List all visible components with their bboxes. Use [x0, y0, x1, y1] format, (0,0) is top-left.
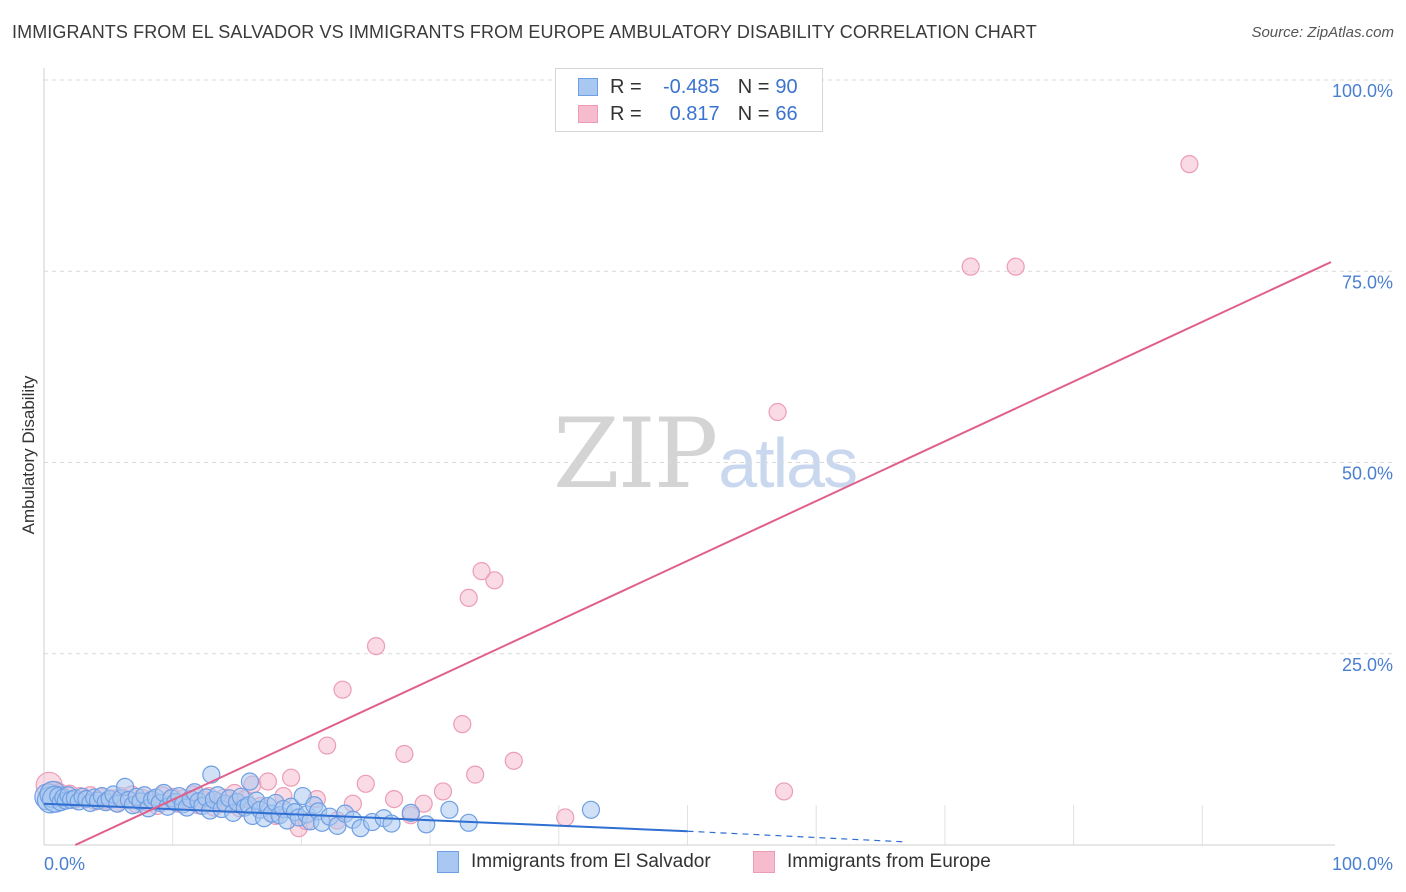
n-value: 90: [775, 75, 798, 98]
data-point: [414, 794, 433, 813]
n-value: 66: [775, 102, 798, 125]
source-credit: Source: ZipAtlas.com: [1251, 24, 1394, 41]
data-point: [384, 789, 404, 809]
x-tick-label: 0.0%: [44, 854, 85, 874]
data-point: [356, 774, 375, 793]
data-point: [504, 751, 523, 770]
trend-line-europe: [74, 261, 1332, 846]
legend-item-el-salvador: Immigrants from El Salvador: [437, 851, 711, 873]
y-tick-label: 100.0%: [1332, 81, 1393, 101]
data-point: [581, 800, 601, 819]
legend-row-europe: R = 0.817 N = 66: [578, 101, 798, 127]
blue-swatch-icon: [578, 78, 598, 96]
legend-row-el-salvador: R = -0.485 N = 90: [578, 74, 798, 100]
trend-line-el-salvador-extension: [687, 830, 907, 843]
trend-lines: [43, 261, 1332, 846]
data-point: [466, 765, 485, 784]
pink-swatch-icon: [578, 105, 598, 123]
data-point: [440, 800, 459, 819]
data-point: [258, 772, 278, 791]
grid-lines: [44, 79, 1393, 845]
data-point: [240, 772, 260, 791]
data-point: [366, 636, 386, 656]
series-el-salvador-points: [34, 765, 601, 838]
y-axis-label: Ambulatory Disability: [19, 375, 38, 534]
legend-label: Immigrants from El Salvador: [471, 851, 711, 872]
trend-line-el-salvador: [43, 802, 688, 833]
data-point: [768, 402, 787, 422]
watermark-zip: ZIP: [553, 398, 718, 510]
y-tick-label: 50.0%: [1342, 464, 1393, 484]
n-label: N =: [737, 75, 770, 98]
legend-label: Immigrants from Europe: [787, 851, 991, 872]
data-point: [417, 815, 436, 834]
x-tick-label: 100.0%: [1332, 854, 1393, 874]
data-point: [333, 680, 352, 699]
y-tick-label: 25.0%: [1342, 655, 1393, 675]
data-point: [433, 782, 453, 801]
r-value: 0.817: [669, 102, 720, 125]
r-label: R =: [610, 75, 642, 98]
r-label: R =: [610, 102, 642, 125]
legend-item-europe: Immigrants from Europe: [753, 851, 991, 873]
chart-title: IMMIGRANTS FROM EL SALVADOR VS IMMIGRANT…: [12, 22, 1037, 42]
data-point: [472, 562, 491, 581]
data-point: [401, 803, 420, 822]
data-point: [961, 257, 980, 276]
watermark: ZIPatlas: [553, 398, 858, 510]
n-label: N =: [737, 102, 770, 125]
series-legend: Immigrants from El Salvador Immigrants f…: [0, 851, 1406, 879]
data-point: [282, 768, 301, 787]
tick-labels: 25.0% 50.0% 75.0% 100.0% 0.0% 100.0%: [44, 81, 1393, 874]
data-point: [485, 571, 504, 590]
series-europe-points: [35, 155, 1199, 838]
blue-swatch-icon: [437, 851, 459, 873]
data-point: [459, 588, 478, 608]
data-point: [1006, 257, 1025, 276]
data-point: [774, 782, 794, 801]
data-point: [453, 715, 472, 734]
data-point: [1180, 155, 1199, 174]
correlation-legend: R = -0.485 N = 90 R = 0.817 N = 66: [555, 68, 823, 132]
r-value: -0.485: [662, 75, 720, 98]
axes: [43, 68, 1335, 846]
pink-swatch-icon: [753, 851, 775, 873]
y-tick-label: 75.0%: [1342, 272, 1393, 292]
data-point: [395, 744, 414, 764]
data-point: [318, 736, 337, 755]
data-point: [202, 765, 221, 784]
data-point: [556, 808, 575, 827]
